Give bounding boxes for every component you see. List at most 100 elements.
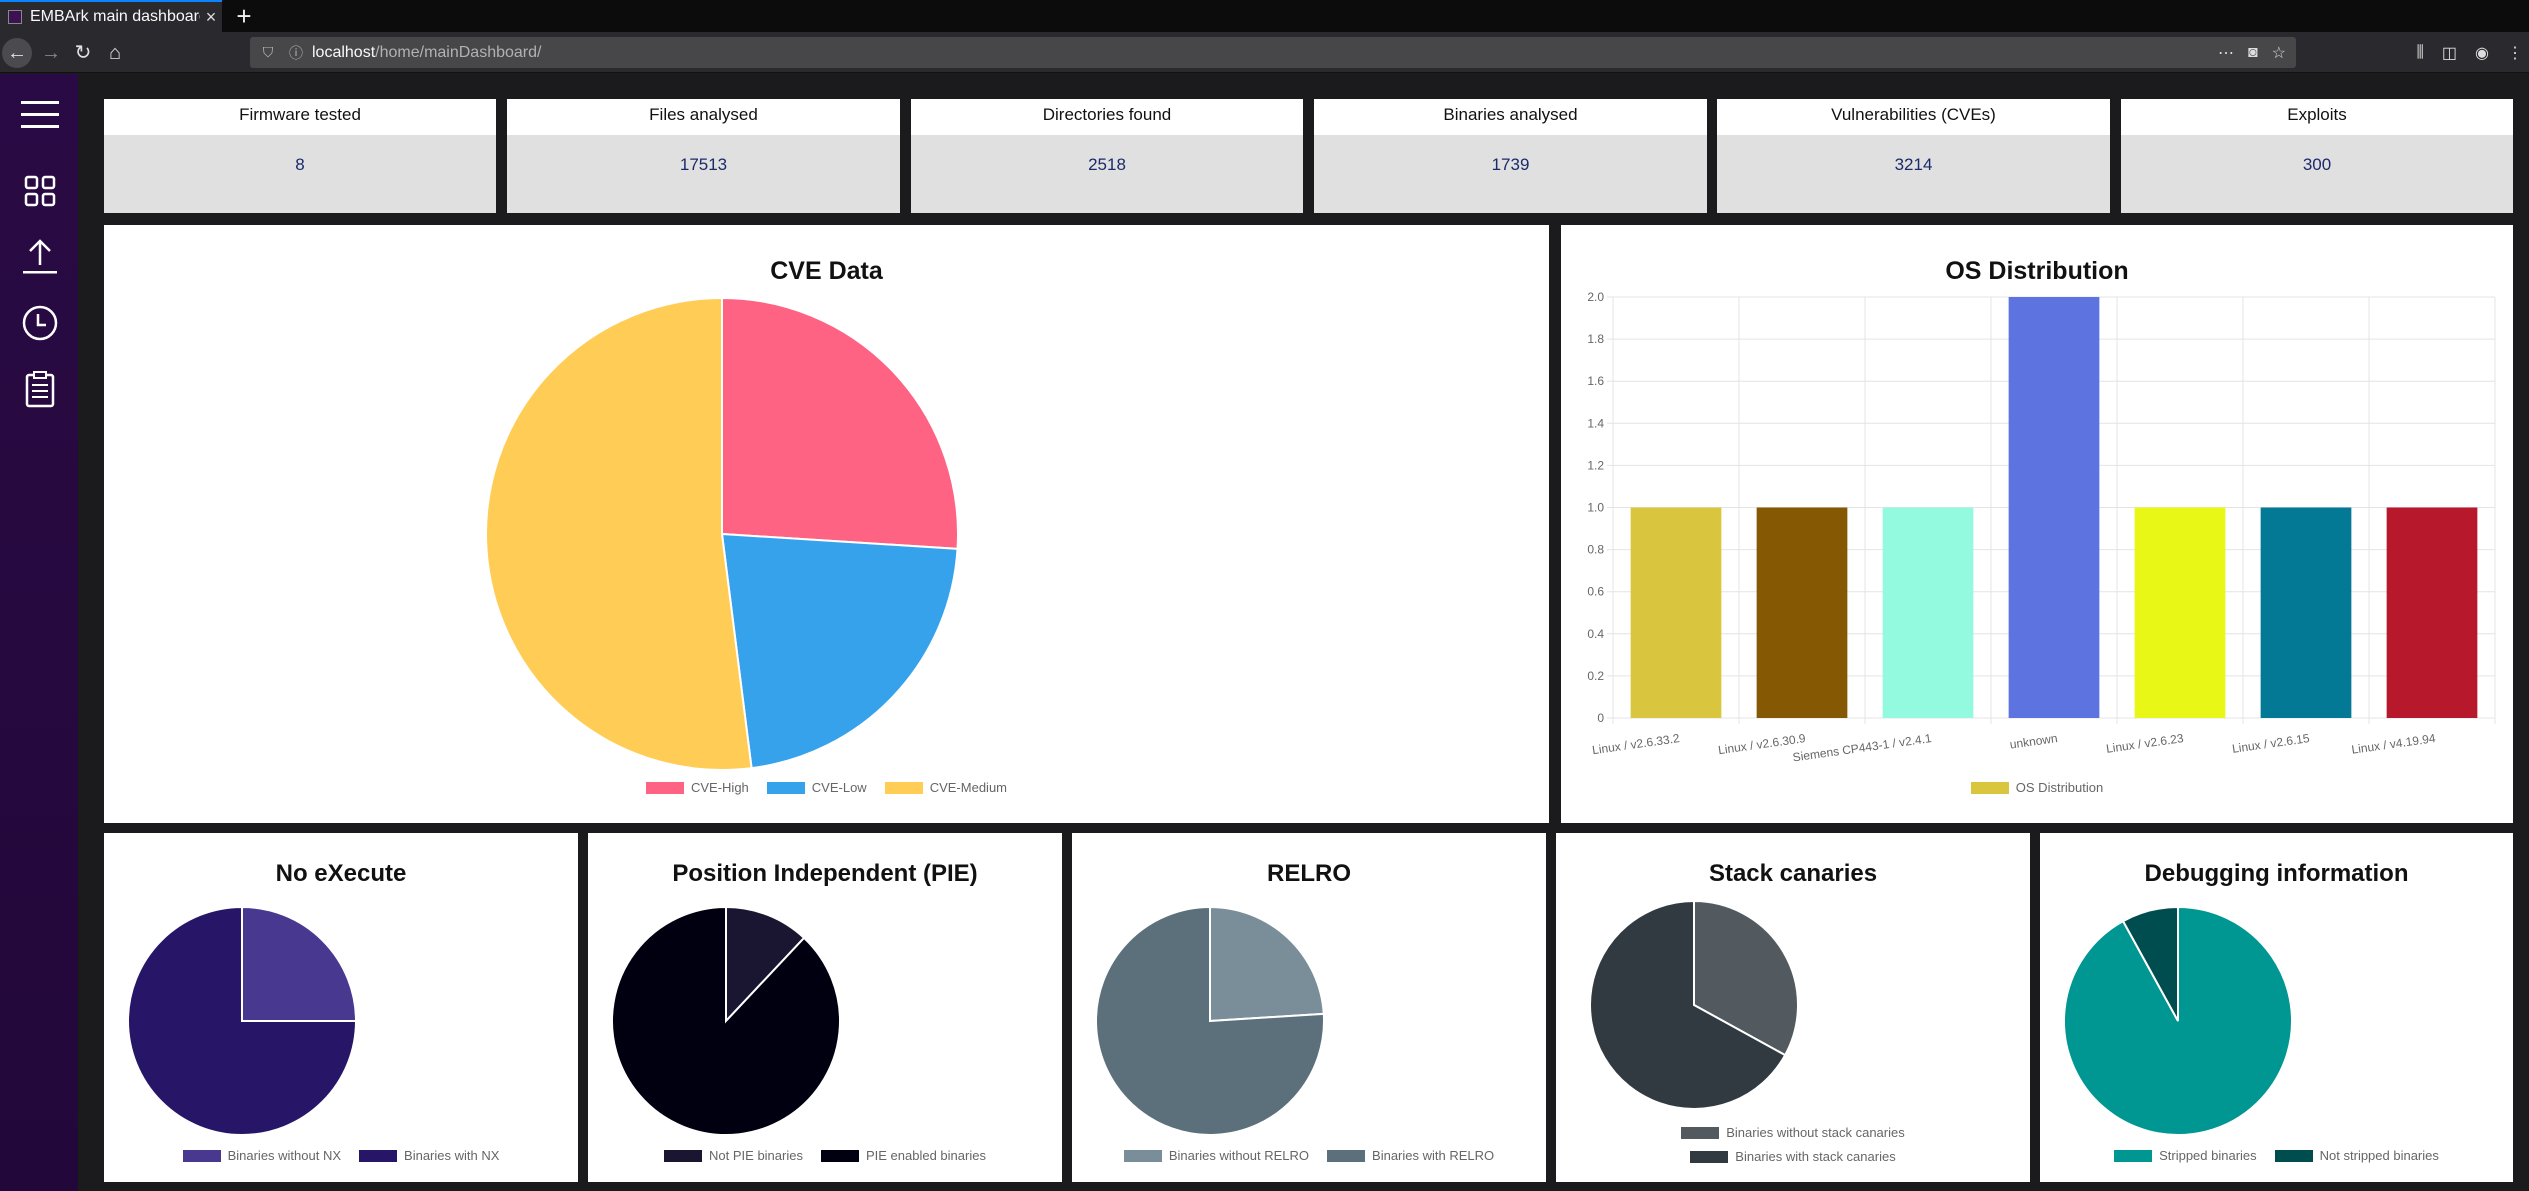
new-tab-button[interactable]: + [236,1,252,31]
stat-value: 3214 [1894,155,1933,174]
y-tick-label: 2.0 [1587,290,1604,304]
pie-slice[interactable] [241,905,358,1022]
menu-icon[interactable] [20,95,60,135]
debugging-panel: Debugging information Stripped binaries N… [2040,833,2513,1182]
stat-label: Directories found [911,99,1303,135]
pie-slice[interactable] [725,905,806,1024]
dashboard-grid-icon[interactable] [20,171,60,211]
y-tick-label: 1.4 [1587,416,1604,430]
legend-label: CVE-Medium [929,780,1007,795]
y-tick-label: 0 [1597,711,1604,725]
chart-title: RELRO [1267,860,1351,887]
app-sidebar [0,74,78,1191]
reload-button[interactable]: ↻ [74,42,92,64]
legend-swatch [884,781,923,794]
pie-slice[interactable] [611,905,841,1136]
library-icon[interactable]: ⫼ [2416,44,2424,61]
legend-item[interactable]: CVE-High [645,780,749,795]
legend-item[interactable]: OS Distribution [1970,780,2103,795]
browser-tab[interactable]: EMBArk main dashboard × [0,0,222,32]
bar[interactable] [1630,507,1722,719]
back-button[interactable]: ← [2,38,32,68]
legend-label: CVE-Low [811,780,867,795]
bar[interactable] [1882,507,1974,719]
pocket-icon[interactable]: ◙ [2247,43,2258,61]
legend-label: Binaries without RELRO [1168,1148,1310,1163]
legend-label: Binaries without stack canaries [1726,1125,1905,1140]
os-bar-chart[interactable]: 0 0.2 0.4 0.6 0.8 1.0 1.2 1.4 1.6 1.8 2.0 Linux / v… [1561,225,2513,823]
y-tick-label: 1.2 [1587,458,1604,472]
shield-icon[interactable]: ⛉ [262,44,274,60]
upload-icon[interactable] [20,237,60,277]
bar[interactable] [1756,507,1848,719]
relro-legend: Binaries without RELRO Binaries with RELR… [1072,1148,1546,1163]
pie-slice[interactable] [1589,899,1787,1110]
legend-item[interactable]: PIE enabled binaries [820,1148,986,1163]
relro-pie-chart[interactable] [1072,833,1546,1182]
clock-icon[interactable] [20,303,60,343]
stat-card-exploits: Exploits 300 [2121,99,2513,213]
chart-title: No eXecute [275,860,407,887]
legend-label: Stripped binaries [2159,1148,2257,1163]
os-legend: OS Distribution [1561,780,2513,795]
legend-item[interactable]: Not stripped binaries [2274,1148,2439,1163]
stat-card-firmware: Firmware tested 8 [104,99,496,213]
pie-slice[interactable] [720,532,959,770]
legend-item[interactable]: Binaries with RELRO [1327,1148,1494,1163]
stat-label: Binaries analysed [1314,99,1707,135]
debugging-pie-chart[interactable] [2040,833,2513,1182]
home-button[interactable]: ⌂ [108,42,122,64]
sidebar-toggle-icon[interactable]: ◫ [2441,45,2458,62]
chart-title: Position Independent (PIE) [672,860,978,887]
stat-value: 17513 [679,155,728,174]
pie-slice[interactable] [485,296,753,771]
bar[interactable] [2134,507,2226,719]
legend-swatch [820,1149,859,1162]
legend-item[interactable]: Not PIE binaries [664,1148,803,1163]
pie-slice[interactable] [2121,905,2179,1022]
y-tick-label: 0.2 [1587,669,1604,683]
pie-panel: Position Independent (PIE) Not PIE binar… [588,833,1062,1182]
legend-item[interactable]: Stripped binaries [2114,1148,2257,1163]
legend-item[interactable]: Binaries with NX [359,1148,499,1163]
bar[interactable] [2008,297,2100,718]
tab-title: EMBArk main dashboard [30,8,200,25]
pie-enabled-pie-chart[interactable] [588,833,1062,1182]
pie-slice[interactable] [127,905,358,1136]
page-actions-icon[interactable]: ⋯ [2217,44,2234,62]
bar[interactable] [2260,507,2352,719]
account-icon[interactable]: ◉ [2475,45,2489,62]
legend-item[interactable]: Binaries without NX [182,1148,342,1163]
stat-value: 1739 [1491,155,1530,174]
stat-label: Exploits [2121,99,2513,135]
nx-pie-chart[interactable] [104,833,578,1182]
legend-swatch [766,781,805,794]
info-icon[interactable]: ⓘ [289,44,303,61]
pie-slice[interactable] [721,296,959,550]
pie-slice[interactable] [1095,905,1325,1136]
report-clipboard-icon[interactable] [20,369,60,409]
bookmark-star-icon[interactable]: ☆ [2271,44,2286,62]
x-tick-label: unknown [2009,731,2059,752]
legend-item[interactable]: Binaries without RELRO [1123,1148,1310,1163]
cve-pie-chart[interactable] [104,225,1549,823]
pie-slice[interactable] [1209,905,1325,1023]
stat-label: Vulnerabilities (CVEs) [1717,99,2110,135]
legend-item[interactable]: Binaries with stack canaries [1690,1149,1896,1164]
pie-slice[interactable] [1693,899,1799,1057]
forward-button[interactable]: → [41,42,61,64]
legend-item[interactable]: CVE-Low [766,780,867,795]
legend-label: Binaries with NX [404,1148,500,1163]
more-icon[interactable]: ⋮ [2507,45,2523,62]
legend-swatch [182,1149,221,1162]
close-tab-icon[interactable]: × [205,6,217,27]
debugging-legend: Stripped binaries Not stripped binaries [2040,1148,2513,1163]
stack-canaries-pie-chart[interactable] [1556,833,2030,1182]
legend-label: Binaries without NX [227,1148,342,1163]
url-bar[interactable]: ⛉ ⓘ localhost /home/mainDashboard/ ⋯ ◙ ☆ [250,37,2296,68]
legend-item[interactable]: CVE-Medium [884,780,1007,795]
legend-item[interactable]: Binaries without stack canaries [1681,1125,1905,1140]
bar[interactable] [2386,507,2478,719]
browser-nav-bar: ← → ↻ ⌂ ⛉ ⓘ localhost /home/mainDashboar… [0,32,2529,73]
legend-label: PIE enabled binaries [865,1148,986,1163]
